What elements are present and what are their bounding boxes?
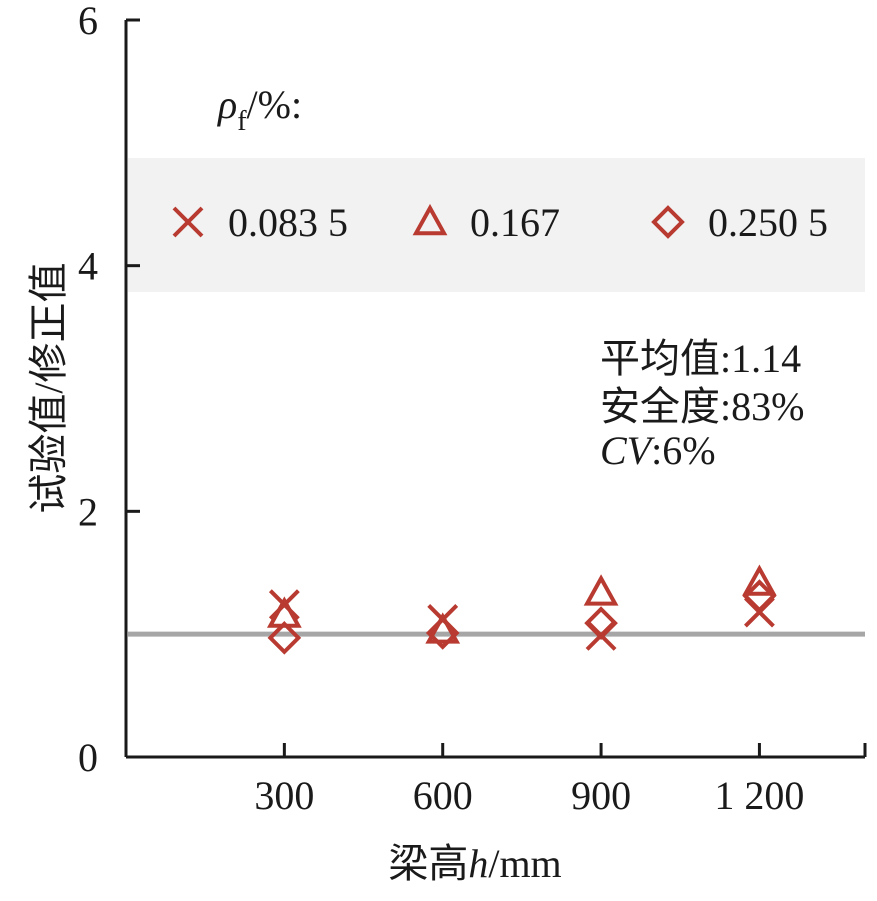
legend-label: 0.167 bbox=[470, 200, 560, 245]
x-tick-label: 1 200 bbox=[714, 773, 804, 818]
marker-diamond bbox=[742, 579, 777, 613]
annotation-italic: CV bbox=[600, 428, 656, 473]
annotation-rest: :6% bbox=[651, 428, 715, 473]
y-tick-label: 4 bbox=[78, 244, 98, 289]
legend-title-unit: /%: bbox=[247, 82, 303, 127]
annotation: CV:6% bbox=[600, 428, 716, 473]
marker-triangle bbox=[742, 564, 777, 596]
legend-marker bbox=[651, 205, 685, 239]
marker-diamond bbox=[584, 606, 618, 640]
y-tick-label: 0 bbox=[78, 735, 98, 780]
x-axis-title-part: h bbox=[468, 841, 488, 886]
x-tick-label: 300 bbox=[254, 773, 314, 818]
legend-marker bbox=[412, 203, 448, 236]
x-axis-title-part: 梁高 bbox=[388, 841, 468, 886]
x-axis-title-part: /mm bbox=[488, 841, 561, 886]
legend-marker bbox=[172, 206, 204, 238]
marker-triangle bbox=[425, 612, 461, 644]
legend-title-subscript: f bbox=[237, 106, 247, 137]
marker-diamond bbox=[425, 616, 460, 650]
legend-title-symbol: ρ bbox=[216, 82, 237, 127]
y-tick-label: 6 bbox=[78, 0, 98, 43]
x-axis-title: 梁高h/mm bbox=[388, 841, 561, 886]
marker-diamond bbox=[267, 621, 302, 655]
legend-label: 0.250 5 bbox=[708, 200, 828, 245]
marker-triangle bbox=[583, 574, 619, 606]
x-tick-label: 900 bbox=[571, 773, 631, 818]
legend-label: 0.083 5 bbox=[228, 200, 348, 245]
legend-band bbox=[128, 158, 865, 292]
y-axis-title: 试验值/修正值 bbox=[26, 262, 71, 513]
y-tick-label: 2 bbox=[78, 489, 98, 534]
legend-title: ρf/%: bbox=[216, 82, 302, 137]
x-tick-label: 600 bbox=[413, 773, 473, 818]
annotation: 安全度:83% bbox=[600, 384, 804, 429]
annotation: 平均值:1.14 bbox=[600, 336, 801, 381]
